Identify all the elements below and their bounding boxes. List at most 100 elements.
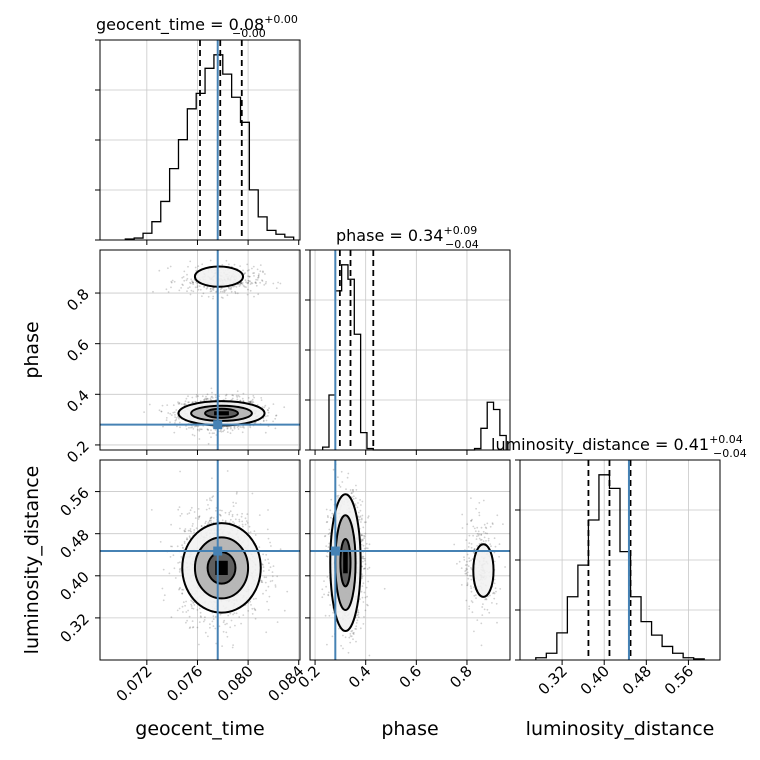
sample-point — [220, 296, 223, 299]
sample-point — [187, 395, 189, 398]
sample-point — [361, 555, 364, 558]
sample-point — [476, 533, 479, 535]
sample-point — [209, 398, 212, 400]
sample-point — [209, 497, 211, 500]
sample-point — [350, 630, 353, 633]
sample-point — [263, 576, 266, 579]
sample-point — [361, 585, 364, 587]
sample-point — [183, 403, 186, 406]
sample-point — [185, 397, 188, 400]
sample-point — [234, 292, 237, 295]
x-tick-label-luminosity-distance: 0.32 — [535, 662, 571, 698]
sample-point — [286, 590, 289, 593]
sample-point — [165, 288, 168, 291]
sample-point — [263, 406, 266, 409]
sample-point — [233, 612, 236, 614]
sample-point — [239, 265, 242, 267]
sample-point — [207, 442, 210, 445]
sample-point — [342, 634, 344, 637]
sample-point — [340, 470, 343, 473]
sample-point — [219, 514, 222, 516]
sample-point — [193, 529, 196, 531]
sample-point — [208, 520, 211, 522]
x-tick-label-geocent-time: 0.080 — [214, 662, 257, 705]
sample-point — [235, 394, 238, 397]
sample-point — [465, 599, 468, 602]
sample-point — [481, 606, 484, 608]
sample-point — [224, 519, 227, 522]
sample-point — [241, 283, 244, 286]
sample-point — [223, 291, 226, 293]
sample-point — [207, 398, 209, 400]
sample-point — [363, 534, 365, 537]
panel-frame — [309, 459, 511, 661]
sample-point — [219, 613, 222, 616]
sample-point — [494, 587, 497, 590]
sample-point — [327, 546, 330, 548]
sample-point — [161, 587, 164, 590]
sample-point — [332, 468, 335, 471]
sample-point — [357, 613, 360, 616]
sample-point — [178, 401, 181, 404]
sample-point — [360, 517, 363, 520]
sample-point — [255, 278, 257, 281]
sample-point — [184, 400, 187, 403]
sample-point — [170, 281, 173, 284]
sample-point — [195, 395, 198, 398]
sample-point — [187, 401, 190, 404]
sample-point — [338, 484, 341, 487]
sample-point — [194, 400, 196, 403]
sample-point — [337, 476, 339, 479]
sample-point — [210, 519, 213, 522]
sample-point — [480, 644, 483, 647]
sample-point — [473, 527, 476, 530]
sample-point — [466, 564, 468, 566]
sample-point — [352, 489, 354, 491]
sample-point — [471, 518, 473, 521]
sample-point — [367, 604, 369, 607]
sample-point — [189, 536, 191, 539]
sample-point — [362, 526, 365, 529]
sample-point — [210, 516, 213, 519]
sample-point — [461, 513, 464, 516]
sample-point — [253, 530, 256, 533]
sample-point — [478, 502, 481, 504]
sample-point — [212, 289, 215, 291]
sample-point — [209, 259, 212, 262]
sample-point — [466, 553, 469, 556]
sample-point — [187, 609, 190, 612]
sample-point — [474, 594, 477, 596]
sample-point — [229, 432, 232, 435]
sample-point — [496, 621, 498, 624]
sample-point — [186, 290, 188, 293]
sample-point — [257, 275, 260, 277]
sample-point — [264, 282, 267, 285]
sample-point — [190, 278, 193, 281]
sample-point — [248, 401, 251, 403]
sample-point — [182, 601, 185, 604]
sample-point — [231, 513, 234, 516]
sample-point — [483, 608, 486, 611]
sample-point — [188, 512, 191, 514]
sample-point — [159, 541, 162, 543]
sample-point — [367, 580, 370, 583]
sample-point — [266, 409, 269, 411]
sample-point — [476, 526, 479, 529]
sample-point — [251, 282, 254, 285]
sample-point — [262, 419, 265, 422]
sample-point — [328, 614, 331, 617]
sample-point — [242, 284, 245, 287]
sample-point — [467, 565, 470, 567]
y-tick-label-luminosity-distance: 0.48 — [56, 526, 92, 562]
sample-point — [352, 489, 354, 491]
sample-point — [468, 605, 471, 608]
sample-point — [470, 520, 472, 522]
sample-point — [170, 414, 173, 416]
sample-point — [191, 282, 194, 284]
sample-point — [321, 588, 324, 591]
sample-point — [150, 509, 153, 511]
sample-point — [186, 277, 189, 280]
sample-point — [349, 635, 352, 637]
sample-point — [490, 545, 492, 548]
sample-point — [237, 428, 240, 430]
